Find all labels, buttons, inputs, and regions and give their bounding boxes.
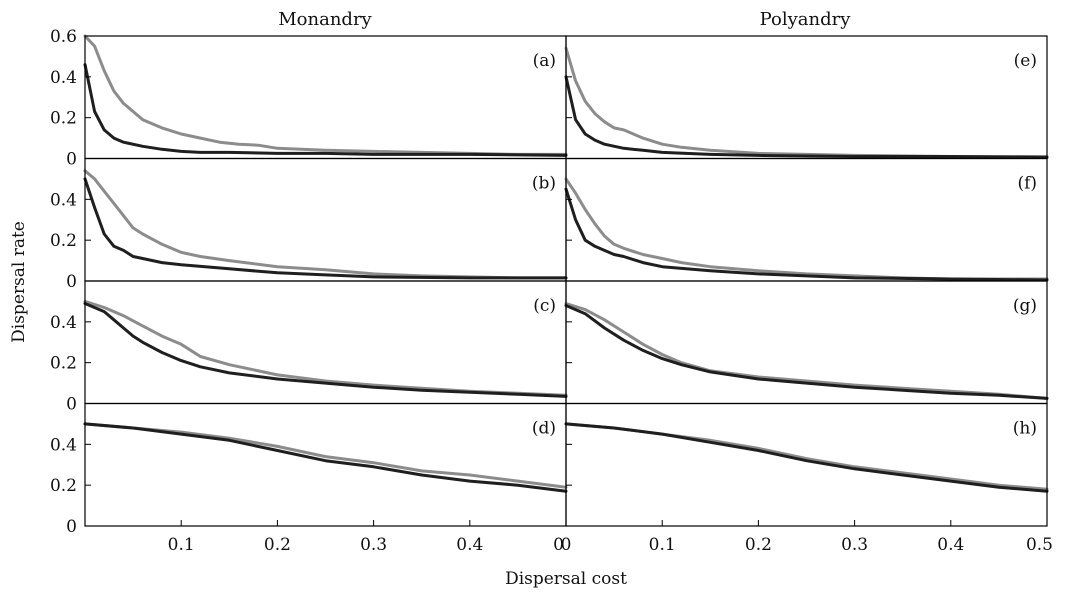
panel-label-f: (f): [1017, 174, 1037, 194]
panel-label-d: (d): [532, 419, 556, 439]
series-line-a-grey: [83, 34, 568, 156]
panel-frame-d: [84, 402, 567, 527]
y-tick-label-a-1: 0.2: [50, 109, 77, 129]
panel-b: 0 0.2 0.4 (b): [50, 157, 568, 292]
y-tick-label-a-0: 0: [66, 150, 77, 170]
series-line-f-grey: [564, 177, 1049, 281]
panel-g: (g): [564, 280, 1049, 405]
y-tick-label-c-0: 0: [66, 395, 77, 415]
panel-label-c: (c): [533, 296, 556, 316]
series-line-d-dark: [83, 422, 568, 493]
y-tick-label-a-3: 0.6: [50, 27, 77, 47]
series-line-a-dark: [83, 63, 568, 157]
x-tick-label-h-2: 0.2: [745, 535, 772, 555]
y-tick-label-c-2: 0.4: [50, 313, 77, 333]
plot-area: 0 0.2 0.4 0.6 (a) 0 0.2 0.4 (b) 0 0.2 0.4 (c) 0 0.2 0.4…: [50, 27, 1053, 555]
x-tick-label-d-5: 0: [553, 535, 564, 555]
panel-label-e: (e): [1014, 51, 1037, 71]
x-tick-label-h-5: 0.5: [1026, 535, 1053, 555]
x-tick-label-h-0: 0: [561, 535, 572, 555]
series-line-f-dark: [564, 187, 1049, 282]
series-line-h-grey: [564, 422, 1049, 491]
panel-label-h: (h): [1013, 419, 1037, 439]
series-line-e-dark: [564, 75, 1049, 159]
series-line-d-grey: [83, 422, 568, 489]
y-tick-label-b-1: 0.2: [50, 231, 77, 251]
x-tick-label-d-3: 0.3: [360, 535, 387, 555]
series-line-b-dark: [83, 177, 568, 280]
panel-frame-a: [84, 35, 567, 160]
series-line-c-dark: [83, 302, 568, 398]
y-tick-label-d-1: 0.2: [50, 476, 77, 496]
y-tick-label-b-0: 0: [66, 272, 77, 292]
panel-h: 0 0.1 0.2 0.3 0.4 0.5 (h): [561, 402, 1053, 555]
panel-frame-c: [84, 280, 567, 405]
y-tick-label-c-1: 0.2: [50, 354, 77, 374]
panel-label-a: (a): [533, 51, 556, 71]
y-tick-label-b-2: 0.4: [50, 190, 77, 210]
panel-f: (f): [564, 157, 1049, 282]
series-line-g-dark: [564, 304, 1049, 400]
panel-e: (e): [564, 35, 1049, 160]
panel-frame-h: [565, 402, 1048, 527]
panel-d: 0 0.2 0.4 0.1 0.2 0.3 0.4 0 (d): [50, 402, 568, 555]
panel-c: 0 0.2 0.4 (c): [50, 280, 568, 415]
panel-label-g: (g): [1013, 296, 1037, 316]
y-tick-label-d-2: 0.4: [50, 435, 77, 455]
y-tick-label-a-2: 0.4: [50, 68, 77, 88]
panel-frame-e: [565, 35, 1048, 160]
series-line-e-grey: [564, 46, 1049, 158]
x-axis-title: Dispersal cost: [505, 569, 627, 589]
column-title-polyandry: Polyandry: [760, 9, 852, 30]
panel-label-b: (b): [532, 174, 556, 194]
y-axis-title: Dispersal rate: [9, 221, 29, 343]
x-tick-label-h-4: 0.4: [937, 535, 964, 555]
x-tick-label-h-1: 0.1: [649, 535, 676, 555]
series-line-h-dark: [564, 422, 1049, 493]
y-tick-label-d-0: 0: [66, 517, 77, 537]
x-tick-label-d-4: 0.4: [456, 535, 483, 555]
x-tick-label-h-3: 0.3: [841, 535, 868, 555]
panel-a: 0 0.2 0.4 0.6 (a): [50, 27, 568, 170]
x-tick-label-d-1: 0.1: [168, 535, 195, 555]
x-tick-label-d-2: 0.2: [264, 535, 291, 555]
column-title-monandry: Monandry: [278, 9, 372, 30]
